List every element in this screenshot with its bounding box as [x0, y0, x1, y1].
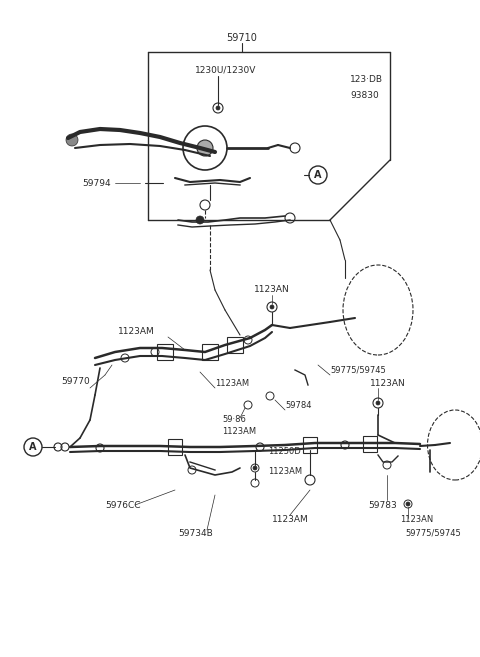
Circle shape	[253, 466, 257, 470]
Text: 59775/59745: 59775/59745	[405, 528, 461, 537]
Circle shape	[270, 305, 274, 309]
Text: 1123AM: 1123AM	[118, 327, 155, 336]
Text: 1123AN: 1123AN	[254, 284, 290, 294]
Circle shape	[216, 106, 220, 110]
Text: 1230U/1230V: 1230U/1230V	[195, 66, 256, 74]
Circle shape	[197, 140, 213, 156]
Text: 5976CC: 5976CC	[105, 501, 141, 509]
Circle shape	[196, 216, 204, 224]
Text: 59770: 59770	[61, 378, 90, 386]
Text: A: A	[29, 442, 37, 452]
Text: 59775/59745: 59775/59745	[330, 365, 386, 374]
Circle shape	[309, 166, 327, 184]
Text: 93830: 93830	[350, 91, 379, 101]
Text: 1123AM: 1123AM	[215, 378, 249, 388]
Circle shape	[66, 134, 78, 146]
Text: A: A	[314, 170, 322, 180]
Text: 1123AM: 1123AM	[268, 468, 302, 476]
Text: 1123AM: 1123AM	[272, 516, 308, 524]
Text: 123·DB: 123·DB	[350, 76, 383, 85]
Text: 59784: 59784	[285, 401, 312, 409]
Text: 1123AM: 1123AM	[222, 428, 256, 436]
Circle shape	[24, 438, 42, 456]
Text: 59794: 59794	[82, 179, 110, 187]
Text: 1123AN: 1123AN	[400, 516, 433, 524]
Text: 59·86: 59·86	[222, 415, 246, 424]
Text: 11250D: 11250D	[268, 447, 301, 457]
Text: 1123AN: 1123AN	[370, 378, 406, 388]
Circle shape	[376, 401, 380, 405]
Text: 59783: 59783	[369, 501, 397, 509]
Circle shape	[406, 502, 410, 506]
Text: 59734B: 59734B	[179, 528, 214, 537]
Text: 59710: 59710	[227, 33, 257, 43]
